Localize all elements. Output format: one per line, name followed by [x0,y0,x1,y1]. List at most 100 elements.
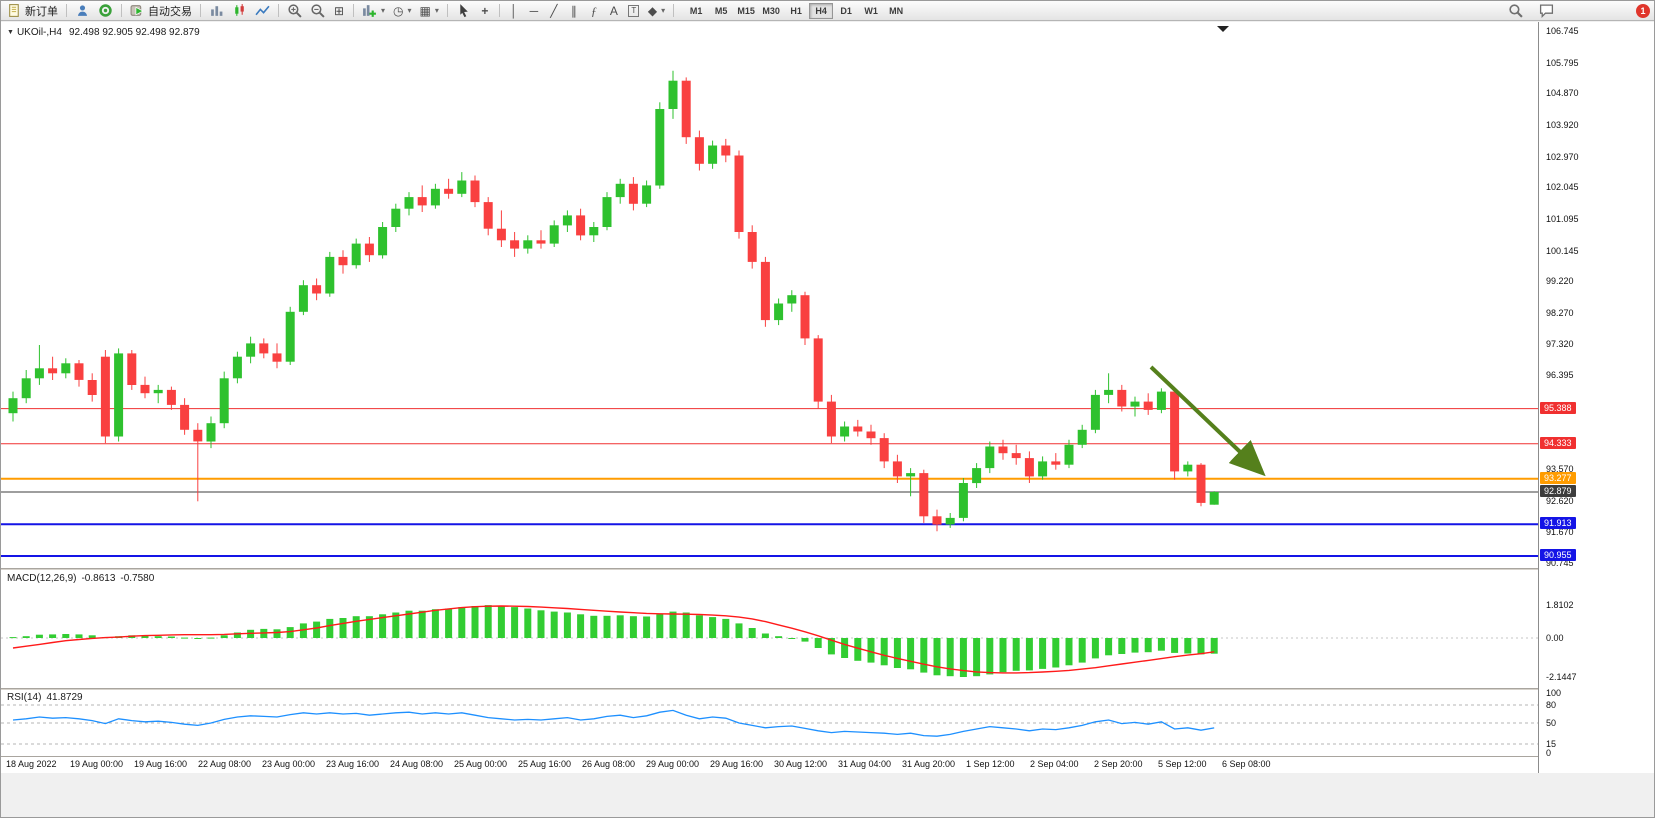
chat-button[interactable] [1535,2,1558,20]
market-button[interactable] [94,2,117,20]
time-label: 5 Sep 12:00 [1158,759,1207,769]
time-label: 31 Aug 20:00 [902,759,956,769]
time-label: 19 Aug 00:00 [70,759,124,769]
tile-windows-button[interactable]: ⊞ [329,2,349,20]
crosshair-icon: + [481,3,489,18]
dropdown-arrow-icon: ▾ [381,5,386,15]
candlestick-chart[interactable] [1,22,1538,568]
main-toolbar: 新订单 自动交易 ⊞ [1,1,1654,21]
rsi-level-lines [1,704,1538,745]
timeframe-m5[interactable]: M5 [709,3,733,19]
macd-value-2: -0.7580 [120,573,155,584]
price-label: 102.045 [1546,182,1579,193]
candle-chart-mode-button[interactable] [228,2,251,20]
text-tool[interactable]: A [604,2,624,20]
periods-button[interactable]: ◷ ▾ [389,2,416,20]
tile-windows-icon: ⊞ [333,3,345,18]
line-chart-mode-button[interactable] [251,2,274,20]
time-label: 2 Sep 04:00 [1030,759,1079,769]
template-icon: ▦ [419,3,431,18]
macd-name: MACD(12,26,9) [7,573,77,584]
chart-shift-marker [1217,26,1229,32]
price-label: 106.745 [1546,26,1579,36]
timeframe-d1[interactable]: D1 [834,3,858,19]
search-button[interactable] [1504,2,1527,20]
horizontal-line-tool[interactable]: ─ [524,2,544,20]
time-label: 2 Sep 20:00 [1094,759,1143,769]
timeframe-mn[interactable]: MN [884,3,908,19]
price-label: 90.745 [1546,558,1574,568]
time-label: 22 Aug 08:00 [198,759,252,769]
timeframe-h1[interactable]: H1 [784,3,808,19]
rsi-scale-label: 80 [1546,700,1557,710]
text-label-tool[interactable]: T [624,2,644,20]
cursor-icon [460,4,468,18]
new-order-label: 新订单 [25,5,58,18]
timeframe-w1[interactable]: W1 [859,3,883,19]
panel-separator[interactable] [1,568,1654,570]
rsi-value: 41.8729 [46,692,83,703]
channel-icon: ∥ [570,3,577,18]
shapes-tool[interactable]: ◆ ▾ [644,2,669,20]
time-axis[interactable]: 18 Aug 2022 19 Aug 00:00 19 Aug 16:00 22 Au… [1,757,1538,773]
macd-scale-label: 1.8102 [1546,600,1574,611]
price-label: 105.795 [1546,57,1579,68]
timeframe-m30[interactable]: M30 [759,3,783,19]
community-button[interactable] [71,2,94,20]
chart-title: ▼ UKOil-,H4 92.498 92.905 92.498 92.879 [7,27,200,38]
timeframe-m1[interactable]: M1 [684,3,708,19]
toolbar-separator [121,4,122,17]
price-scale[interactable]: 106.745 105.795 104.870 103.920 102.970 102.0… [1539,22,1654,773]
time-label: 26 Aug 08:00 [582,759,636,769]
market-icon [99,4,112,17]
time-label: 6 Sep 08:00 [1222,759,1271,769]
time-label: 23 Aug 16:00 [326,759,380,769]
price-badge: 91.913 [1540,517,1576,530]
zoom-in-icon [288,4,302,18]
trendline-tool[interactable]: ╱ [544,2,564,20]
rsi-panel[interactable] [1,690,1538,756]
timeframe-m15[interactable]: M15 [734,3,758,19]
timeframe-h4[interactable]: H4 [809,2,834,19]
line-chart-icon [255,5,270,16]
time-label: 1 Sep 12:00 [966,759,1015,769]
clock-icon: ◷ [393,3,404,18]
crosshair-button[interactable]: + [475,2,495,20]
price-label: 99.220 [1546,276,1574,287]
cursor-button[interactable] [452,2,475,20]
panel-separator[interactable] [1,688,1654,690]
new-order-icon [9,4,19,17]
rsi-scale-label: 50 [1546,718,1557,728]
time-label: 25 Aug 00:00 [454,759,508,769]
macd-signal-line [12,605,1215,674]
new-order-button[interactable]: 新订单 [3,2,62,20]
toolbar-separator [200,4,201,17]
rsi-line [12,709,1215,737]
vertical-line-tool[interactable]: │ [504,2,524,20]
zoom-in-button[interactable] [283,2,306,20]
price-badge: 95.388 [1540,401,1576,414]
channel-tool[interactable]: ∥ [564,2,584,20]
macd-label: MACD(12,26,9) -0.8613 -0.7580 [7,573,154,584]
trendline-icon: ╱ [550,3,558,18]
user-icon [78,5,87,16]
notification-badge[interactable]: 1 [1636,3,1650,18]
macd-scale-label: -2.1447 [1546,672,1577,682]
new-chart-icon [363,5,376,17]
horizontal-line-icon: ─ [529,3,539,18]
price-scale-divider [1538,22,1539,773]
new-chart-button[interactable]: ▾ [358,2,389,20]
bar-chart-mode-button[interactable] [205,2,228,20]
symbol-marker-icon: ▼ [7,29,14,36]
symbol-period-label: UKOil-,H4 [16,27,62,38]
bar-chart-icon [211,6,223,16]
macd-panel[interactable] [1,570,1538,688]
toolbar-separator [446,4,448,17]
candles [8,70,1219,532]
fibonacci-tool[interactable]: ƒ [584,2,604,20]
zoom-out-button[interactable] [306,2,329,20]
autotrade-button[interactable]: 自动交易 [126,2,196,20]
templates-button[interactable]: ▦ ▾ [416,2,443,20]
time-label: 18 Aug 2022 [6,759,57,769]
